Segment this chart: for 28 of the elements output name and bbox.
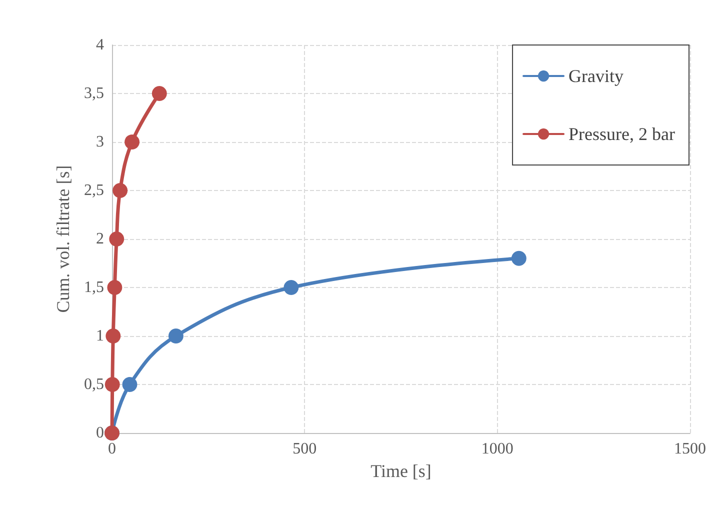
point (107, 280, 122, 295)
x-axis-title: Time [s] (370, 460, 432, 481)
y-tick-label: 3,5 (84, 85, 104, 102)
point (112, 183, 128, 198)
x-tick-label: 0 (108, 440, 116, 458)
y-tick-label: 0 (96, 424, 104, 442)
x-tick-label: 500 (292, 440, 317, 458)
y-axis-title: Cum. vol. filtrate [s] (53, 165, 73, 313)
point (104, 377, 120, 392)
y-tick-label: 3 (96, 134, 104, 150)
x-tick-label: 1500 (674, 440, 706, 458)
x-tick-label: 1000 (481, 440, 514, 458)
point (124, 134, 140, 150)
y-tick-label: 0,5 (84, 376, 104, 393)
y-tick-label: 4 (96, 36, 104, 54)
y-tick-label: 2,5 (84, 182, 104, 199)
point (511, 250, 526, 266)
point (106, 328, 121, 344)
point (109, 232, 124, 246)
y-tick-label: 1 (96, 328, 104, 344)
legend-label: Pressure, 2 bar (568, 124, 676, 144)
y-tick-label: 2 (96, 230, 104, 248)
point (168, 328, 184, 344)
point (284, 280, 299, 295)
point (122, 377, 138, 392)
y-tick-label: 1,5 (84, 279, 104, 296)
point (152, 86, 167, 101)
legend-label: Gravity (568, 66, 624, 86)
